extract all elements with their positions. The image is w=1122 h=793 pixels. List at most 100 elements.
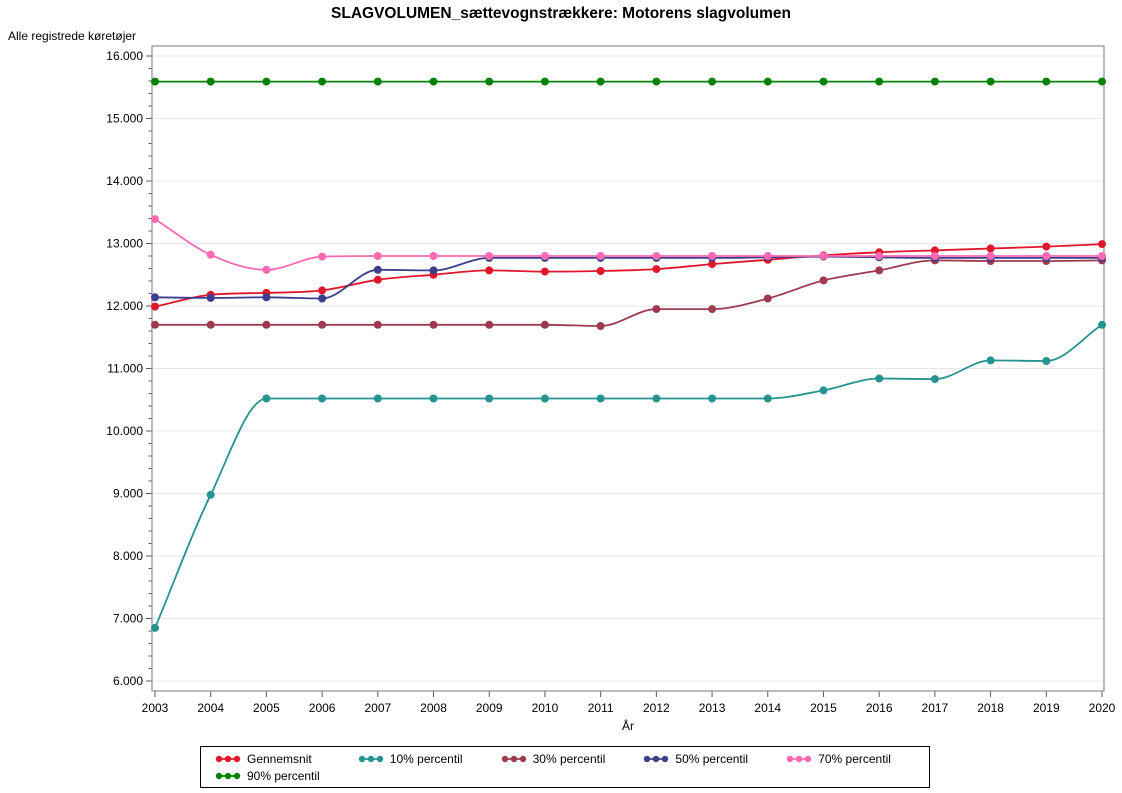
legend: Gennemsnit 10% percentil 30% percentil 50% … <box>200 746 930 788</box>
data-point-90-percentil <box>819 77 828 86</box>
y-axis-label: Alle registrede køretøjer <box>8 29 137 43</box>
data-point-10-percentil <box>819 386 828 395</box>
data-point-70-percentil <box>819 252 828 260</box>
y-tick-label: 7.000 <box>113 612 143 626</box>
x-tick-label: 2004 <box>197 701 224 715</box>
data-point-10-percentil <box>652 394 661 403</box>
data-point-10-percentil <box>151 623 159 632</box>
data-point-10-percentil <box>373 394 382 403</box>
data-point-10-percentil <box>986 356 995 365</box>
data-point-gennemsnit <box>986 244 995 253</box>
data-point-90-percentil <box>540 77 549 86</box>
data-point-90-percentil <box>151 77 159 86</box>
data-point-30-percentil <box>763 294 772 303</box>
data-point-90-percentil <box>875 77 884 86</box>
x-tick-label: 2008 <box>420 701 447 715</box>
x-tick-label: 2009 <box>476 701 503 715</box>
data-point-70-percentil <box>262 265 271 274</box>
x-tick-label: 2016 <box>866 701 893 715</box>
data-point-70-percentil <box>485 252 494 260</box>
data-point-10-percentil <box>262 394 271 403</box>
y-tick-label: 10.000 <box>106 424 143 438</box>
y-tick-label: 6.000 <box>113 674 143 688</box>
y-tick-label: 11.000 <box>107 362 143 376</box>
legend-marker-icon <box>786 755 812 762</box>
x-tick-label: 2006 <box>309 701 336 715</box>
y-tick-label: 8.000 <box>113 549 143 563</box>
legend-item-90-percentil: 90% percentil <box>215 767 360 784</box>
data-point-30-percentil <box>875 266 884 275</box>
data-point-10-percentil <box>1098 320 1106 329</box>
y-tick-label: 16.000 <box>106 49 143 63</box>
data-point-70-percentil <box>1042 252 1051 260</box>
x-tick-label: 2014 <box>754 701 781 715</box>
legend-label: 70% percentil <box>818 751 891 766</box>
data-point-70-percentil <box>151 215 159 224</box>
data-point-50-percentil <box>373 265 382 274</box>
data-point-gennemsnit <box>1098 240 1106 249</box>
legend-label: Gennemsnit <box>247 751 312 766</box>
legend-item-70-percentil: 70% percentil <box>786 750 929 767</box>
y-tick-label: 9.000 <box>113 487 143 501</box>
legend-item-gennemsnit: Gennemsnit <box>215 750 358 767</box>
data-point-30-percentil <box>373 320 382 329</box>
data-point-10-percentil <box>206 490 215 499</box>
series-line-30-percentil <box>154 259 1103 327</box>
legend-marker-icon <box>501 755 526 762</box>
data-point-70-percentil <box>540 252 549 260</box>
data-point-30-percentil <box>596 322 605 330</box>
x-tick-label: 2012 <box>643 701 670 715</box>
data-point-10-percentil <box>763 394 772 403</box>
data-point-70-percentil <box>596 252 605 260</box>
plot-frame <box>151 45 1105 692</box>
data-point-gennemsnit <box>708 260 717 269</box>
series-line-10-percentil <box>154 324 1103 629</box>
data-point-30-percentil <box>262 320 271 329</box>
legend-item-30-percentil: 30% percentil <box>501 750 644 767</box>
legend-row: 90% percentil <box>215 767 929 784</box>
legend-label: 50% percentil <box>675 751 749 766</box>
data-point-50-percentil <box>262 293 271 302</box>
data-point-90-percentil <box>708 77 717 86</box>
data-point-70-percentil <box>373 252 382 260</box>
data-point-30-percentil <box>540 320 549 329</box>
data-point-gennemsnit <box>596 267 605 275</box>
x-tick-label: 2019 <box>1033 701 1060 715</box>
chart-title: SLAGVOLUMEN_sættevognstrækkere: Motorens… <box>331 5 791 22</box>
data-point-30-percentil <box>206 320 215 329</box>
data-point-10-percentil <box>485 394 494 403</box>
data-point-gennemsnit <box>485 266 494 275</box>
x-tick-label: 2018 <box>977 701 1004 715</box>
data-point-70-percentil <box>708 252 717 260</box>
data-point-90-percentil <box>318 77 327 86</box>
y-tick-label: 14.000 <box>106 174 143 188</box>
x-tick-label: 2015 <box>810 701 837 715</box>
data-point-gennemsnit <box>540 267 549 276</box>
data-point-30-percentil <box>485 320 494 329</box>
x-tick-label: 2011 <box>588 701 614 715</box>
data-point-70-percentil <box>1098 252 1106 260</box>
data-point-10-percentil <box>708 394 717 403</box>
y-tick-label: 12.000 <box>106 299 143 313</box>
data-point-10-percentil <box>1042 357 1051 365</box>
data-point-gennemsnit <box>652 265 661 274</box>
data-point-10-percentil <box>596 394 605 403</box>
legend-marker-icon <box>644 755 669 762</box>
data-point-10-percentil <box>930 375 939 384</box>
x-tick-label: 2005 <box>253 701 280 715</box>
data-point-90-percentil <box>596 77 605 86</box>
data-point-10-percentil <box>429 394 438 403</box>
data-point-90-percentil <box>262 77 271 86</box>
legend-row: Gennemsnit 10% percentil 30% percentil 50% … <box>215 750 929 767</box>
data-point-50-percentil <box>429 266 438 275</box>
data-point-90-percentil <box>986 77 995 86</box>
data-point-90-percentil <box>930 77 939 86</box>
legend-item-50-percentil: 50% percentil <box>643 750 786 767</box>
legend-label: 10% percentil <box>389 751 463 766</box>
series-line-70-percentil <box>154 218 1102 271</box>
data-point-90-percentil <box>1042 77 1051 86</box>
data-point-70-percentil <box>986 252 995 260</box>
data-point-gennemsnit <box>1042 242 1051 251</box>
data-point-50-percentil <box>151 293 159 302</box>
